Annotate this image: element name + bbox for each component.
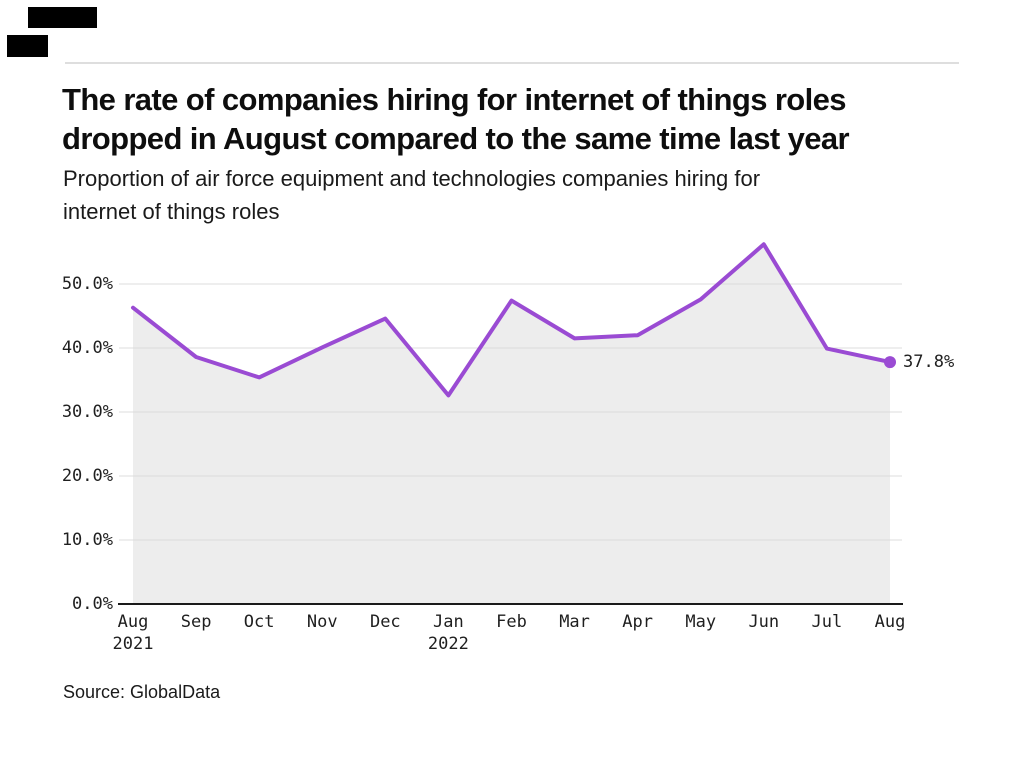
trend-line [131,242,892,398]
x-tick-month: Feb [496,612,527,632]
chart-subtitle-line2: internet of things roles [63,199,280,224]
x-tick-month: May [685,612,717,632]
x-axis-tick-label: Jan 2022 [416,611,480,655]
x-tick-month: Jun [748,612,780,632]
last-value-label: 37.8% [903,352,955,373]
x-axis-tick-label: Jul [795,611,859,633]
x-tick-month: Oct [243,612,275,632]
logo-block-icon [28,7,97,28]
x-axis-tick-label: Aug [858,611,922,633]
y-axis-tick-label: 0.0% [72,594,113,614]
chart-title: The rate of companies hiring for interne… [62,80,962,158]
chart-subtitle-line1: Proportion of air force equipment and te… [63,166,761,191]
x-axis-tick-label: Oct [227,611,291,633]
x-axis-tick-label: Jun [732,611,796,633]
x-tick-month: Jul [811,612,843,632]
x-tick-month: Jan [433,612,464,632]
x-axis-tick-label: Dec [353,611,417,633]
x-tick-month: Dec [369,612,401,632]
x-axis-tick-label: Mar [543,611,607,633]
x-tick-month: Nov [306,612,338,632]
y-axis-tick-label: 30.0% [61,402,113,422]
logo-block-icon [7,35,48,57]
x-tick-month: Sep [180,612,212,632]
x-axis-tick-label: Feb [479,611,543,633]
y-axis-tick-label: 50.0% [61,274,113,294]
x-tick-year: 2022 [427,634,469,654]
end-point-marker [884,356,896,369]
x-axis-tick-label: Apr [606,611,670,633]
x-axis-tick-label: Nov [290,611,354,633]
source-text: Source: GlobalData [63,682,221,702]
chart-subtitle: Proportion of air force equipment and te… [63,162,963,228]
x-axis-tick-label: Sep [164,611,228,633]
chart-title-line2: dropped in August compared to the same t… [62,121,850,156]
area-fill [133,244,890,605]
x-tick-month: Apr [622,612,653,632]
chart-title-line1: The rate of companies hiring for interne… [62,82,847,117]
y-axis-tick-label: 40.0% [61,338,113,358]
x-tick-month: Aug [874,612,906,632]
x-axis-tick-label: May [669,611,733,633]
x-tick-year: 2021 [112,634,154,654]
header-divider [65,62,959,64]
x-tick-month: Mar [559,612,590,632]
y-axis-tick-label: 20.0% [61,466,113,486]
x-tick-month: Aug [117,612,149,632]
y-axis-tick-label: 10.0% [61,530,113,550]
x-axis-tick-label: Aug 2021 [101,611,165,655]
